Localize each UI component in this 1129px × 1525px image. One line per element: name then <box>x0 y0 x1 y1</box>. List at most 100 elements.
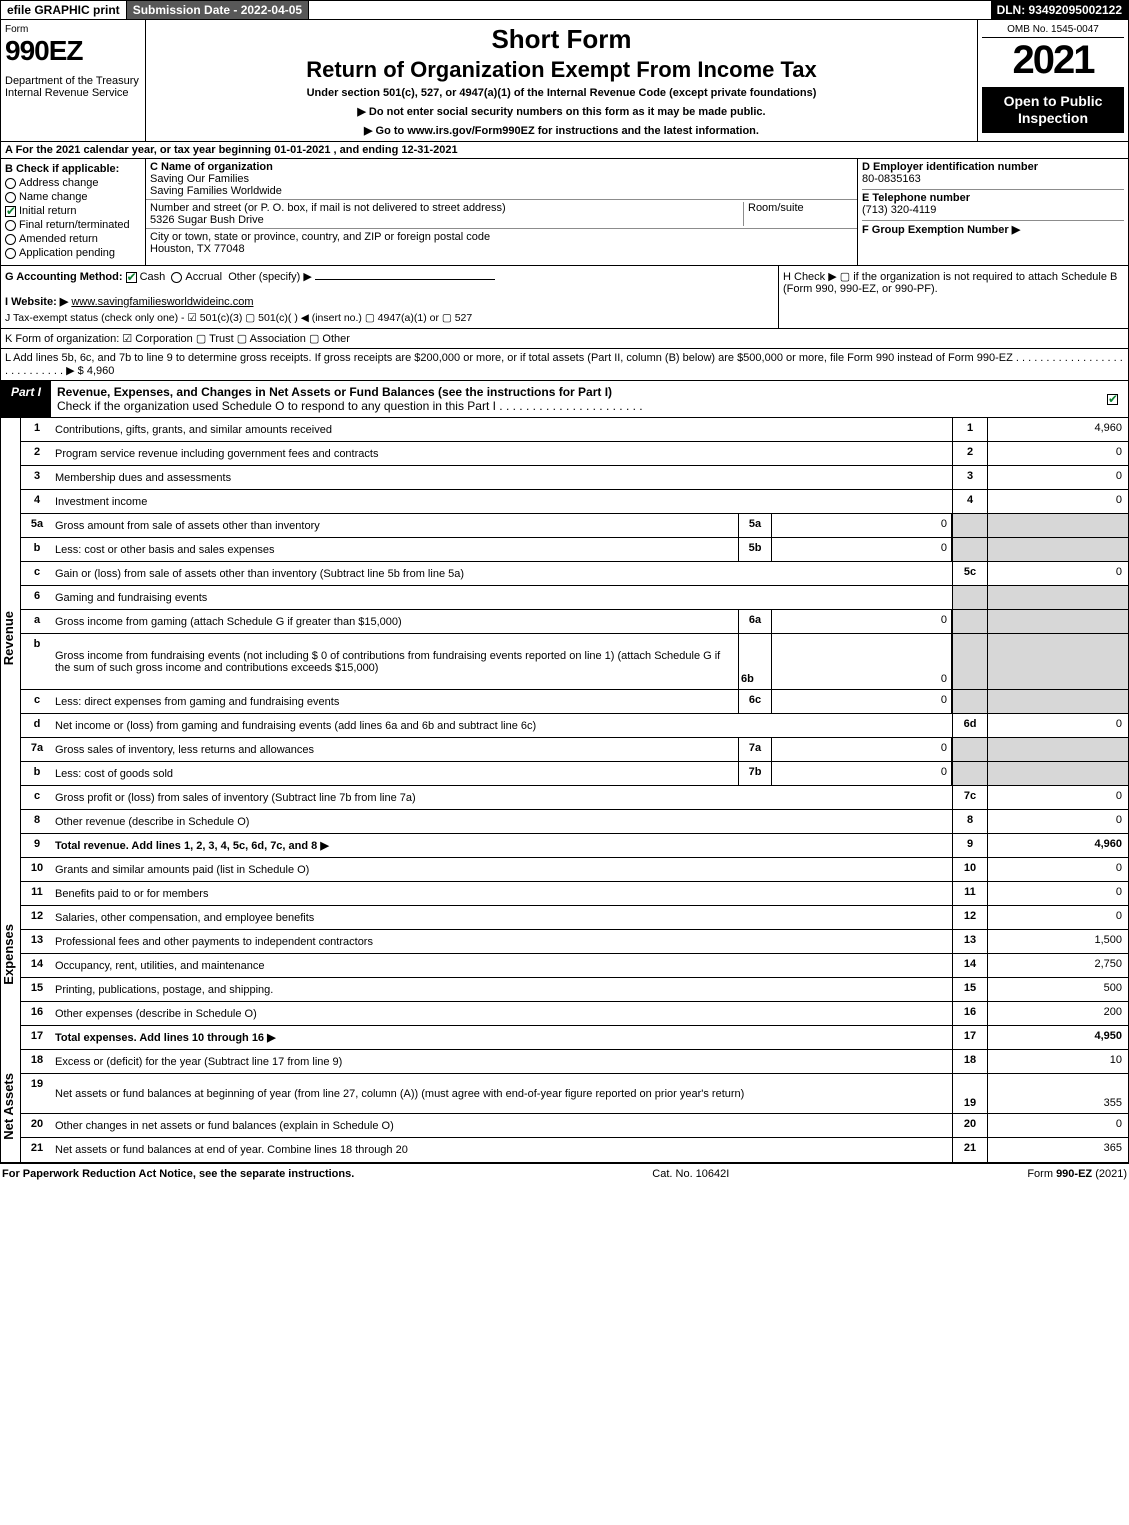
footer-left: For Paperwork Reduction Act Notice, see … <box>2 1168 354 1180</box>
other-label: Other (specify) ▶ <box>228 271 312 283</box>
line-1: 1Contributions, gifts, grants, and simil… <box>21 418 1128 442</box>
line-5c: cGain or (loss) from sale of assets othe… <box>21 562 1128 586</box>
chk-accrual[interactable] <box>171 272 182 283</box>
row-g-h: G Accounting Method: Cash Accrual Other … <box>0 266 1129 329</box>
line-6d: dNet income or (loss) from gaming and fu… <box>21 714 1128 738</box>
line-5b: bLess: cost or other basis and sales exp… <box>21 538 1128 562</box>
tax-year: 2021 <box>982 38 1124 83</box>
omb-number: OMB No. 1545-0047 <box>982 24 1124 38</box>
line-6: 6Gaming and fundraising events <box>21 586 1128 610</box>
room-head: Room/suite <box>748 202 804 214</box>
line-6a: aGross income from gaming (attach Schedu… <box>21 610 1128 634</box>
line-4: 4Investment income 40 <box>21 490 1128 514</box>
chk-application-pending[interactable]: Application pending <box>5 247 141 259</box>
line-16: 16Other expenses (describe in Schedule O… <box>21 1002 1128 1026</box>
box-c-head: C Name of organization <box>150 161 273 173</box>
tel-value: (713) 320-4119 <box>862 204 936 216</box>
chk-cash[interactable] <box>126 272 137 283</box>
revenue-section: Revenue 1Contributions, gifts, grants, a… <box>0 418 1129 858</box>
line-19: 19Net assets or fund balances at beginni… <box>21 1074 1128 1114</box>
group-exemption-head: F Group Exemption Number ▶ <box>862 224 1020 236</box>
row-j: J Tax-exempt status (check only one) - ☑… <box>5 312 774 324</box>
irs-line: Internal Revenue Service <box>5 87 141 99</box>
top-bar: efile GRAPHIC print Submission Date - 20… <box>0 0 1129 20</box>
expenses-side-label: Expenses <box>1 858 21 1050</box>
page-footer: For Paperwork Reduction Act Notice, see … <box>0 1163 1129 1184</box>
org-name-1: Saving Our Families <box>150 173 249 185</box>
line-18: 18Excess or (deficit) for the year (Subt… <box>21 1050 1128 1074</box>
ein-head: D Employer identification number <box>862 161 1038 173</box>
city-value: Houston, TX 77048 <box>150 243 245 255</box>
row-l-text: L Add lines 5b, 6c, and 7b to line 9 to … <box>5 352 1123 377</box>
submission-date: Submission Date - 2022-04-05 <box>127 1 309 19</box>
box-d-e-f: D Employer identification number 80-0835… <box>858 159 1128 265</box>
line-12: 12Salaries, other compensation, and empl… <box>21 906 1128 930</box>
street-head: Number and street (or P. O. box, if mail… <box>150 202 506 214</box>
line-11: 11Benefits paid to or for members 110 <box>21 882 1128 906</box>
efile-print-button[interactable]: efile GRAPHIC print <box>1 1 127 19</box>
row-i-label: I Website: ▶ <box>5 296 68 308</box>
under-section: Under section 501(c), 527, or 4947(a)(1)… <box>154 87 969 99</box>
line-3: 3Membership dues and assessments 30 <box>21 466 1128 490</box>
ssn-warning: ▶ Do not enter social security numbers o… <box>154 105 969 118</box>
row-g: G Accounting Method: Cash Accrual Other … <box>1 266 778 328</box>
line-6c: cLess: direct expenses from gaming and f… <box>21 690 1128 714</box>
line-14: 14Occupancy, rent, utilities, and mainte… <box>21 954 1128 978</box>
line-13: 13Professional fees and other payments t… <box>21 930 1128 954</box>
net-assets-side-label: Net Assets <box>1 1050 21 1162</box>
header-mid: Short Form Return of Organization Exempt… <box>146 20 978 141</box>
line-10: 10Grants and similar amounts paid (list … <box>21 858 1128 882</box>
part-i-checkbox[interactable] <box>1100 381 1128 417</box>
line-20: 20Other changes in net assets or fund ba… <box>21 1114 1128 1138</box>
line-2: 2Program service revenue including gover… <box>21 442 1128 466</box>
footer-mid: Cat. No. 10642I <box>652 1168 729 1180</box>
goto-link[interactable]: ▶ Go to www.irs.gov/Form990EZ for instru… <box>154 124 969 137</box>
chk-amended-return[interactable]: Amended return <box>5 233 141 245</box>
line-6b: bGross income from fundraising events (n… <box>21 634 1128 690</box>
dln: DLN: 93492095002122 <box>991 1 1128 19</box>
line-7a: 7aGross sales of inventory, less returns… <box>21 738 1128 762</box>
info-grid: B Check if applicable: Address change Na… <box>0 159 1129 266</box>
arrow-icon: ▶ <box>320 839 328 852</box>
line-15: 15Printing, publications, postage, and s… <box>21 978 1128 1002</box>
website-value[interactable]: www.savingfamiliesworldwideinc.com <box>71 296 253 308</box>
other-specify-input[interactable] <box>315 279 495 280</box>
part-i-header: Part I Revenue, Expenses, and Changes in… <box>0 381 1129 418</box>
part-i-title: Revenue, Expenses, and Changes in Net As… <box>51 381 1100 417</box>
row-l: L Add lines 5b, 6c, and 7b to line 9 to … <box>0 349 1129 381</box>
line-5a: 5aGross amount from sale of assets other… <box>21 514 1128 538</box>
line-8: 8Other revenue (describe in Schedule O) … <box>21 810 1128 834</box>
form-number: 990EZ <box>5 35 141 67</box>
topbar-spacer <box>309 1 990 19</box>
part-i-tag: Part I <box>1 381 51 417</box>
g-label: G Accounting Method: <box>5 271 123 283</box>
row-h: H Check ▶ ▢ if the organization is not r… <box>778 266 1128 328</box>
short-form-title: Short Form <box>154 24 969 55</box>
cash-label: Cash <box>140 271 166 283</box>
form-header: Form 990EZ Department of the Treasury In… <box>0 20 1129 142</box>
org-name-2: Saving Families Worldwide <box>150 185 282 197</box>
line-17: 17Total expenses. Add lines 10 through 1… <box>21 1026 1128 1050</box>
form-word: Form <box>5 24 141 35</box>
row-k: K Form of organization: ☑ Corporation ▢ … <box>0 329 1129 349</box>
chk-address-change[interactable]: Address change <box>5 177 141 189</box>
header-left: Form 990EZ Department of the Treasury In… <box>1 20 146 141</box>
expenses-section: Expenses 10Grants and similar amounts pa… <box>0 858 1129 1050</box>
chk-initial-return[interactable]: Initial return <box>5 205 141 217</box>
row-l-amount: 4,960 <box>87 365 115 377</box>
box-b: B Check if applicable: Address change Na… <box>1 159 146 265</box>
chk-final-return[interactable]: Final return/terminated <box>5 219 141 231</box>
revenue-side-label: Revenue <box>1 418 21 858</box>
part-i-sub: Check if the organization used Schedule … <box>57 399 643 413</box>
city-head: City or town, state or province, country… <box>150 231 490 243</box>
line-7b: bLess: cost of goods sold 7b0 <box>21 762 1128 786</box>
footer-right: Form 990-EZ (2021) <box>1027 1168 1127 1180</box>
chk-name-change[interactable]: Name change <box>5 191 141 203</box>
arrow-icon: ▶ <box>267 1031 275 1044</box>
box-c: C Name of organization Saving Our Famili… <box>146 159 858 265</box>
line-7c: cGross profit or (loss) from sales of in… <box>21 786 1128 810</box>
tel-head: E Telephone number <box>862 192 970 204</box>
ein-value: 80-0835163 <box>862 173 921 185</box>
row-a-tax-year: A For the 2021 calendar year, or tax yea… <box>0 142 1129 159</box>
header-right: OMB No. 1545-0047 2021 Open to Public In… <box>978 20 1128 141</box>
